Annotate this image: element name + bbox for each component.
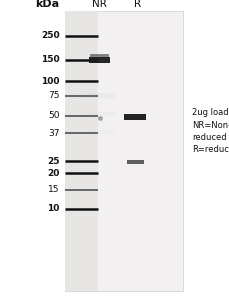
- Bar: [89, 57, 110, 63]
- Bar: [65, 11, 183, 291]
- Text: R: R: [134, 0, 141, 9]
- Bar: [65, 11, 98, 291]
- Text: 100: 100: [41, 76, 60, 85]
- Text: 10: 10: [47, 204, 60, 213]
- Bar: [90, 58, 109, 61]
- Text: 20: 20: [47, 169, 60, 178]
- Bar: [126, 160, 144, 164]
- Text: 15: 15: [48, 185, 60, 194]
- Bar: [92, 55, 108, 56]
- Text: 25: 25: [47, 157, 60, 166]
- Text: 2ug loading
NR=Non-
reduced
R=reduced: 2ug loading NR=Non- reduced R=reduced: [192, 108, 229, 154]
- Bar: [85, 130, 114, 135]
- Text: 250: 250: [41, 32, 60, 40]
- Text: 150: 150: [41, 56, 60, 64]
- Bar: [85, 93, 114, 98]
- Text: 37: 37: [48, 129, 60, 138]
- Bar: [90, 54, 109, 57]
- Bar: [124, 114, 146, 120]
- Text: 50: 50: [48, 111, 60, 120]
- Text: kDa: kDa: [35, 0, 60, 9]
- Bar: [85, 112, 114, 116]
- Text: 75: 75: [48, 92, 60, 100]
- Text: NR: NR: [92, 0, 107, 9]
